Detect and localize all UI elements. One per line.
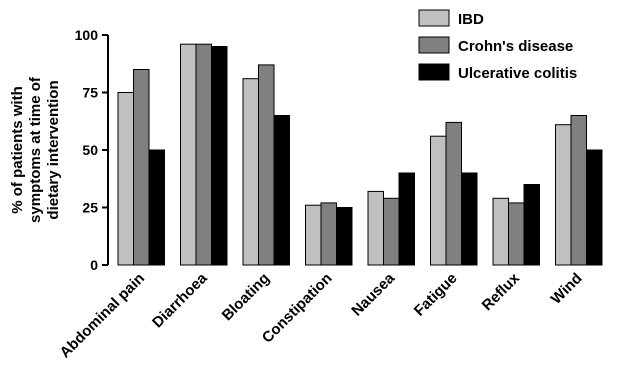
bar [117,92,134,266]
y-tick-label: 75 [82,85,98,101]
y-tick-label: 25 [82,200,98,216]
bar [430,135,447,266]
bar [148,149,165,266]
y-tick-label: 100 [75,27,99,43]
bar [398,172,415,266]
y-tick-label: 50 [82,142,98,158]
bar [445,121,462,266]
bar [461,172,478,266]
bar [586,149,603,266]
legend-swatch [418,9,450,27]
bar [570,115,587,266]
legend-label: Ulcerative colitis [458,65,577,82]
category-label: Bloating [219,270,273,324]
legend-swatch [418,36,450,54]
bar [273,115,290,266]
bar [133,69,150,266]
y-axis-label: % of patients with symptoms at time of d… [9,76,62,223]
y-axis-label-line-3: dietary intervention [45,80,62,219]
category-label: Nausea [348,269,398,319]
bar [242,78,259,266]
legend-label: IBD [458,11,484,28]
y-axis-label-line-2: symptoms at time of [27,76,44,223]
bar [523,184,540,266]
legend-label: Crohn's disease [458,38,573,55]
legend: IBD Crohn's disease Ulcerative colitis [418,9,577,82]
category-label: Wind [548,270,586,308]
category-label: Fatigue [411,270,461,320]
category-label: Abdominal pain [57,270,149,362]
bar [305,204,322,266]
bar [336,207,353,266]
bar [508,202,525,266]
bar [492,197,509,266]
category-labels: Abdominal pain Diarrhoea BloatingConstipat… [57,269,586,361]
category-label: Diarrhoea [149,269,211,331]
bar [367,190,384,266]
category-label: Reflux [479,269,524,314]
y-tick-label: 0 [90,257,98,273]
bar [320,202,337,266]
bar [258,64,275,266]
bar [211,46,228,266]
bar [195,43,212,266]
legend-swatch [418,63,450,81]
bar [383,197,400,266]
y-axis-label-line-1: % of patients with [9,86,26,214]
bar [180,43,197,266]
bars [117,43,603,266]
bar [555,124,572,266]
axes: 0 25 50 75 100 [75,27,109,273]
